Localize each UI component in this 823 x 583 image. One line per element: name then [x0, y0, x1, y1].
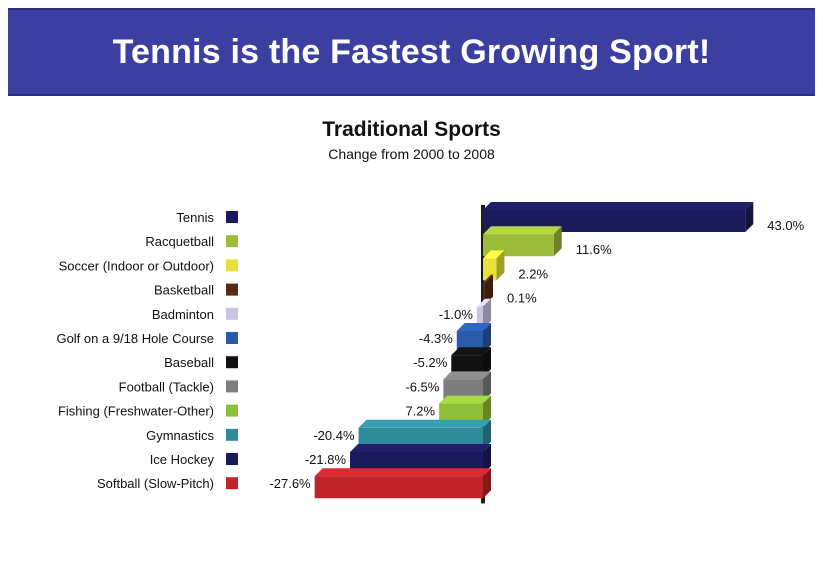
- legend-label: Baseball: [164, 355, 214, 370]
- legend-label: Basketball: [154, 283, 214, 298]
- legend-label: Ice Hockey: [150, 452, 215, 467]
- bar-top-face: [456, 323, 491, 331]
- legend-swatch: [226, 283, 238, 296]
- legend-label: Soccer (Indoor or Outdoor): [59, 258, 214, 273]
- bar-side-face: [553, 226, 562, 257]
- legend-swatch: [226, 356, 238, 369]
- bar-top-face: [483, 274, 493, 283]
- bar: [483, 274, 493, 305]
- legend-swatch: [226, 453, 238, 465]
- value-label: 43.0%: [767, 218, 804, 233]
- legend-label: Fishing (Freshwater-Other): [58, 404, 214, 419]
- bar-side-face: [483, 395, 491, 426]
- legend-swatch: [226, 259, 238, 272]
- chart-subtitle: Change from 2000 to 2008: [328, 146, 495, 162]
- bar-side-face: [483, 298, 491, 329]
- legend-swatch: [226, 404, 238, 417]
- chart-title: Traditional Sports: [322, 118, 501, 141]
- bar-side-face: [483, 347, 491, 378]
- legend-swatch: [226, 235, 238, 248]
- bar-front-face: [314, 476, 483, 499]
- bar-top-face: [451, 347, 491, 356]
- legend-label: Tennis: [176, 210, 214, 225]
- bar: [314, 468, 491, 499]
- value-label: -27.6%: [269, 476, 311, 491]
- bar-side-face: [483, 444, 491, 474]
- legend-label: Golf on a 9/18 Hole Course: [56, 331, 214, 346]
- banner-title: Tennis is the Fastest Growing Sport!: [112, 32, 711, 71]
- bar: [476, 298, 491, 329]
- legend-label: Gymnastics: [146, 428, 214, 443]
- bar-front-face: [476, 306, 483, 329]
- legend-swatch: [226, 477, 238, 490]
- bar-front-face: [483, 282, 485, 305]
- bar-side-face: [483, 468, 491, 499]
- value-label: 7.2%: [405, 404, 435, 419]
- value-label: -5.2%: [413, 355, 447, 370]
- bar-side-face: [483, 371, 491, 402]
- bar-side-face: [485, 274, 493, 305]
- title-banner: Tennis is the Fastest Growing Sport!: [8, 8, 815, 96]
- bar-side-face: [496, 250, 505, 281]
- legend-swatch: [226, 211, 238, 223]
- bar-top-face: [483, 202, 754, 210]
- bar-top-face: [483, 250, 505, 259]
- value-label: -4.3%: [419, 331, 453, 346]
- legend-swatch: [226, 428, 238, 441]
- bar-top-face: [476, 298, 491, 307]
- bar-top-face: [314, 468, 491, 477]
- bar: [483, 250, 505, 281]
- legend-label: Racquetball: [145, 234, 214, 249]
- value-label: -1.0%: [439, 307, 473, 322]
- bar-side-face: [483, 323, 491, 353]
- bar-top-face: [439, 395, 491, 404]
- bar-side-face: [483, 419, 491, 450]
- legend-swatch: [226, 332, 238, 344]
- bar-front-face: [483, 258, 497, 281]
- bar-top-face: [358, 419, 491, 428]
- bar-top-face: [350, 444, 491, 452]
- value-label: -6.5%: [405, 379, 439, 394]
- legend-swatch: [226, 380, 238, 393]
- value-label: -20.4%: [313, 428, 355, 443]
- bar-top-face: [483, 226, 562, 235]
- bar-side-face: [745, 202, 754, 232]
- bar-top-face: [443, 371, 491, 380]
- value-label: -21.8%: [305, 452, 347, 467]
- legend-label: Football (Tackle): [119, 379, 214, 394]
- value-label: 0.1%: [507, 291, 537, 306]
- legend-swatch: [226, 307, 238, 320]
- value-label: 11.6%: [576, 242, 612, 257]
- value-label: 2.2%: [518, 266, 548, 281]
- legend-label: Badminton: [152, 307, 214, 322]
- legend-label: Softball (Slow-Pitch): [97, 476, 214, 491]
